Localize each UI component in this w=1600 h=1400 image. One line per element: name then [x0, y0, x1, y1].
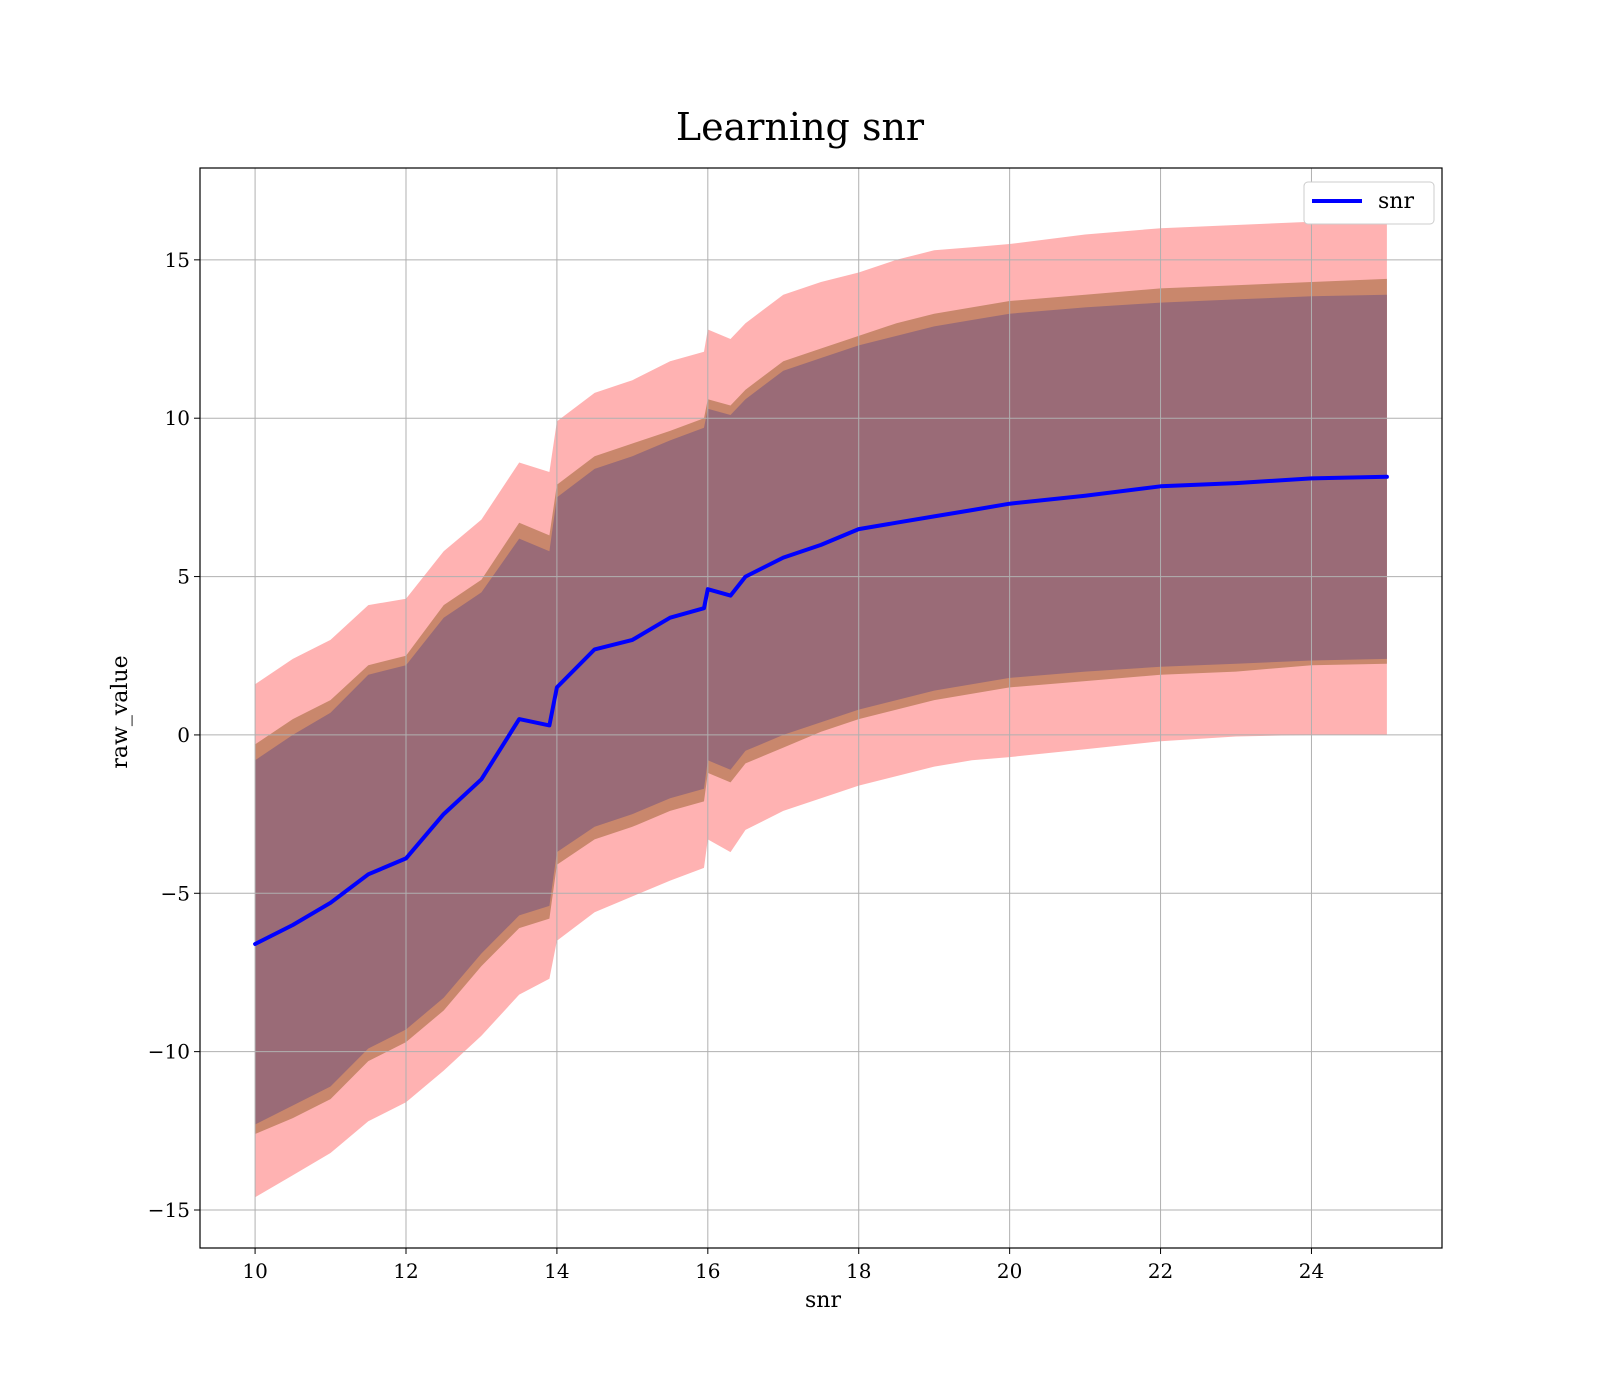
y-ticks: −15 −10 −5 0 5 10 15	[148, 248, 200, 1222]
x-ticks: 10 12 14 16 18 20 22 24	[242, 1248, 1324, 1283]
x-tick-label: 22	[1148, 1259, 1173, 1283]
x-tick-label: 10	[242, 1259, 267, 1283]
x-tick-label: 16	[695, 1259, 720, 1283]
x-tick-label: 24	[1299, 1259, 1324, 1283]
y-axis-label: raw_value	[108, 655, 133, 768]
legend-box	[1303, 181, 1435, 225]
legend: snr	[1303, 181, 1435, 225]
y-tick-label: 10	[165, 406, 190, 430]
y-tick-label: −5	[161, 881, 190, 905]
x-axis-label: snr	[805, 1288, 841, 1313]
y-tick-label: 0	[177, 723, 190, 747]
y-tick-label: −10	[148, 1040, 190, 1064]
legend-label-snr: snr	[1378, 189, 1414, 214]
y-tick-label: 15	[165, 248, 190, 272]
y-tick-label: 5	[177, 565, 190, 589]
band-2	[255, 294, 1387, 1125]
x-tick-label: 12	[393, 1259, 418, 1283]
plot-frame	[199, 167, 1443, 1249]
x-tick-label: 18	[846, 1259, 871, 1283]
x-tick-label: 14	[544, 1259, 569, 1283]
grid-layer	[200, 168, 1442, 1248]
chart-title: Learning snr	[676, 105, 925, 149]
series-line-snr	[253, 474, 1389, 946]
line-layer	[253, 474, 1389, 946]
y-tick-label: −15	[148, 1198, 190, 1222]
x-tick-label: 20	[997, 1259, 1022, 1283]
